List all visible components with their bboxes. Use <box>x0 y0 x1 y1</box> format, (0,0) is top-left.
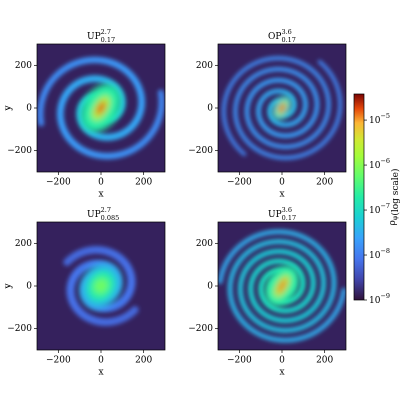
spiral-segment <box>128 306 139 316</box>
y-tick-label: 0 <box>207 104 213 114</box>
y-tick-label: −200 <box>7 146 32 156</box>
colorbar <box>353 93 365 301</box>
tick-base: 10 <box>369 161 381 171</box>
y-axis-label: y <box>4 105 14 112</box>
title-sub: 0.17 <box>282 214 296 222</box>
title-base: OP <box>268 32 281 42</box>
density-image <box>37 222 165 350</box>
x-tick-label: −200 <box>46 356 71 366</box>
tick-base: 10 <box>369 206 381 216</box>
label-symbol: ρ <box>388 220 398 225</box>
title-base: UP <box>87 32 101 42</box>
tick-exponent: −9 <box>380 292 390 300</box>
x-tick-label: 0 <box>279 178 285 188</box>
x-axis-label: x <box>279 190 284 200</box>
panel-title: UP3.6 0.17 <box>268 206 296 222</box>
title-sub: 0.085 <box>101 214 120 222</box>
y-tick-label: 200 <box>15 239 32 249</box>
tick-base: 10 <box>369 251 381 261</box>
panel-title: OP3.6 0.17 <box>268 28 296 44</box>
y-tick-label: 0 <box>26 104 32 114</box>
tick-exponent: −6 <box>380 157 390 165</box>
title-base: UP <box>87 210 101 220</box>
x-tick-label: 0 <box>98 178 104 188</box>
panel-title: UP2.7 0.17 <box>87 28 115 44</box>
density-image <box>218 44 346 172</box>
central-core <box>264 265 300 307</box>
title-sup: 3.6 <box>282 206 292 214</box>
y-tick-label: −200 <box>7 324 32 334</box>
y-tick-label: 200 <box>15 61 32 71</box>
colorbar-tick-label: 10−9 <box>369 292 390 306</box>
spiral-segment <box>37 115 45 127</box>
x-axis-label: x <box>279 368 284 378</box>
label-suffix: (log scale) <box>390 168 400 215</box>
spiral-segment <box>218 274 224 285</box>
y-tick-label: 0 <box>207 282 213 292</box>
x-tick-label: 200 <box>135 356 152 366</box>
x-tick-label: 0 <box>98 356 104 366</box>
core-layer <box>93 278 109 294</box>
colorbar-tick-label: 10−8 <box>369 247 390 261</box>
x-tick-label: 0 <box>279 356 285 366</box>
y-tick-label: 0 <box>26 282 32 292</box>
x-axis-label: x <box>98 190 103 200</box>
y-tick-label: 200 <box>196 61 213 71</box>
x-tick-label: 200 <box>135 178 152 188</box>
y-tick-label: −200 <box>188 146 213 156</box>
x-tick-label: 200 <box>316 356 333 366</box>
title-sup: 2.7 <box>101 206 111 214</box>
tick-exponent: −5 <box>380 112 390 120</box>
spiral-segment <box>63 256 74 266</box>
title-sup: 2.7 <box>101 28 111 36</box>
y-tick-label: −200 <box>188 324 213 334</box>
spiral-arms <box>218 229 346 343</box>
spiral-segment <box>157 89 165 101</box>
central-core <box>79 262 123 310</box>
y-axis-label: y <box>4 105 14 112</box>
core-layer <box>278 102 286 114</box>
title-sub: 0.17 <box>101 36 115 44</box>
tick-base: 10 <box>369 296 381 306</box>
title-base: UP <box>268 210 282 220</box>
colorbar-tick-label: 10−5 <box>369 112 390 126</box>
spiral-segment <box>340 287 346 298</box>
tick-base: 10 <box>369 116 381 126</box>
core-layer <box>95 100 107 116</box>
x-tick-label: 200 <box>316 178 333 188</box>
title-sub: 0.17 <box>281 36 295 44</box>
central-core <box>80 83 122 133</box>
tick-exponent: −7 <box>380 202 390 210</box>
label-sub: φ <box>391 215 399 220</box>
core-layer <box>276 278 288 294</box>
x-axis-label: x <box>98 368 103 378</box>
x-tick-label: −200 <box>227 356 252 366</box>
panel-title: UP2.7 0.085 <box>87 206 119 222</box>
colorbar-label: ρφ(log scale) <box>388 168 400 225</box>
title-sup: 3.6 <box>281 28 291 36</box>
y-axis-label: y <box>4 283 14 290</box>
colorbar-tick-label: 10−6 <box>369 157 390 171</box>
central-core <box>271 95 293 121</box>
tick-exponent: −8 <box>380 247 390 255</box>
x-tick-label: −200 <box>227 178 252 188</box>
y-axis-label: y <box>4 283 14 290</box>
spiral-segment <box>317 59 326 68</box>
colorbar-tick-label: 10−7 <box>369 202 390 216</box>
density-image <box>37 44 165 172</box>
y-tick-label: 200 <box>196 239 213 249</box>
spiral-segment <box>238 148 247 157</box>
x-tick-label: −200 <box>46 178 71 188</box>
density-image <box>218 222 346 350</box>
